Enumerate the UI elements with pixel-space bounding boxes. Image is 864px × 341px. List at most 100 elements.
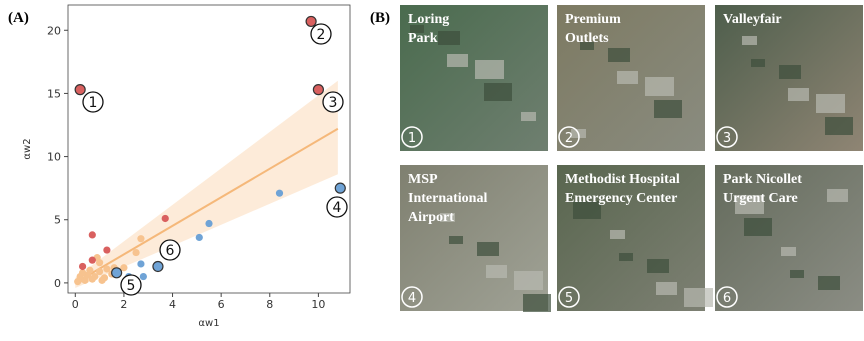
point	[103, 265, 111, 273]
y-tick-label: 5	[54, 214, 61, 227]
image-title: MSP	[408, 172, 438, 187]
point	[86, 266, 94, 274]
image-detail	[514, 271, 543, 290]
number-circle	[558, 126, 580, 148]
point	[139, 272, 147, 281]
point	[76, 272, 84, 281]
image-detail	[790, 270, 804, 278]
image-detail	[484, 83, 512, 101]
x-tick-label: 2	[120, 298, 127, 311]
number-circle	[401, 126, 423, 148]
image-detail	[523, 294, 551, 312]
image-detail	[825, 117, 853, 135]
image-detail	[486, 265, 507, 278]
satellite-image	[400, 5, 548, 151]
y-tick-label: 0	[54, 277, 61, 290]
x-tick-label: 0	[72, 298, 79, 311]
image-title: Park Nicollet	[723, 172, 802, 187]
image-detail	[742, 36, 757, 45]
image-detail	[580, 42, 594, 50]
image-detail	[735, 195, 764, 214]
annotation: 6	[166, 243, 175, 259]
number-circle	[716, 126, 738, 148]
point	[205, 219, 213, 228]
image-detail	[573, 201, 601, 219]
x-tick-label: 10	[311, 298, 325, 311]
x-tick-label: 6	[218, 298, 225, 311]
annotation: 3	[329, 95, 338, 111]
image-detail	[647, 259, 669, 273]
point	[88, 275, 96, 283]
point	[161, 214, 169, 223]
point	[137, 260, 145, 268]
image-title: Valleyfair	[723, 12, 782, 27]
image-detail	[410, 25, 424, 33]
satellite-image	[557, 165, 705, 311]
image-detail	[684, 288, 713, 307]
image-detail	[788, 88, 809, 101]
y-tick-label: 10	[47, 151, 61, 164]
point	[132, 248, 140, 257]
annotation-circle	[326, 196, 348, 218]
x-tick-label: 8	[266, 298, 273, 311]
point	[78, 262, 87, 271]
annotation: 1	[89, 95, 98, 111]
image-detail	[477, 242, 499, 256]
point	[312, 84, 324, 96]
point	[111, 267, 123, 279]
image-title: Urgent Care	[723, 191, 798, 206]
image-detail	[654, 100, 682, 118]
trend-line	[74, 127, 339, 284]
point	[305, 15, 317, 28]
annotation-circle	[82, 91, 104, 113]
point	[88, 231, 96, 239]
image-detail	[521, 112, 536, 121]
image-number: 2	[565, 131, 573, 146]
image-detail	[447, 54, 468, 67]
x-axis-label: αw1	[198, 318, 219, 329]
panel-label: (A)	[8, 10, 29, 26]
image-detail	[619, 253, 633, 261]
image-detail	[610, 230, 625, 239]
y-tick-label: 15	[47, 87, 61, 100]
image-detail	[827, 189, 848, 202]
y-axis-label: αw2	[22, 138, 33, 159]
panel-label: (B)	[370, 10, 390, 26]
image-detail	[751, 59, 765, 67]
number-circle	[558, 286, 580, 308]
annotation: 4	[333, 200, 342, 216]
annotation-circle	[159, 239, 181, 261]
image-number: 5	[565, 291, 573, 306]
point	[137, 235, 145, 243]
annotation: 5	[127, 278, 136, 294]
image-number: 3	[723, 131, 731, 146]
image-detail	[475, 60, 504, 79]
point	[334, 182, 346, 194]
annotation-circle	[120, 274, 142, 296]
image-detail	[449, 236, 463, 244]
point	[98, 276, 106, 284]
image-number: 6	[723, 291, 731, 306]
point	[152, 260, 164, 273]
image-title: Park	[408, 31, 438, 46]
x-tick-label: 4	[169, 298, 176, 311]
image-detail	[779, 65, 801, 79]
point	[195, 233, 203, 242]
image-title: Methodist Hospital	[565, 172, 680, 187]
image-title: Airport	[408, 210, 454, 225]
image-detail	[816, 94, 845, 113]
image-detail	[440, 213, 455, 222]
image-title: Loring	[408, 12, 449, 27]
annotation: 2	[317, 27, 326, 43]
image-detail	[781, 247, 796, 256]
number-circle	[716, 286, 738, 308]
image-title: Outlets	[565, 31, 609, 46]
point	[120, 264, 128, 272]
image-number: 4	[408, 291, 416, 306]
image-number: 1	[408, 131, 416, 146]
image-title: Premium	[565, 12, 621, 27]
image-detail	[608, 48, 630, 62]
number-circle	[401, 286, 423, 308]
image-detail	[438, 31, 460, 45]
annotation-circle	[322, 91, 344, 113]
